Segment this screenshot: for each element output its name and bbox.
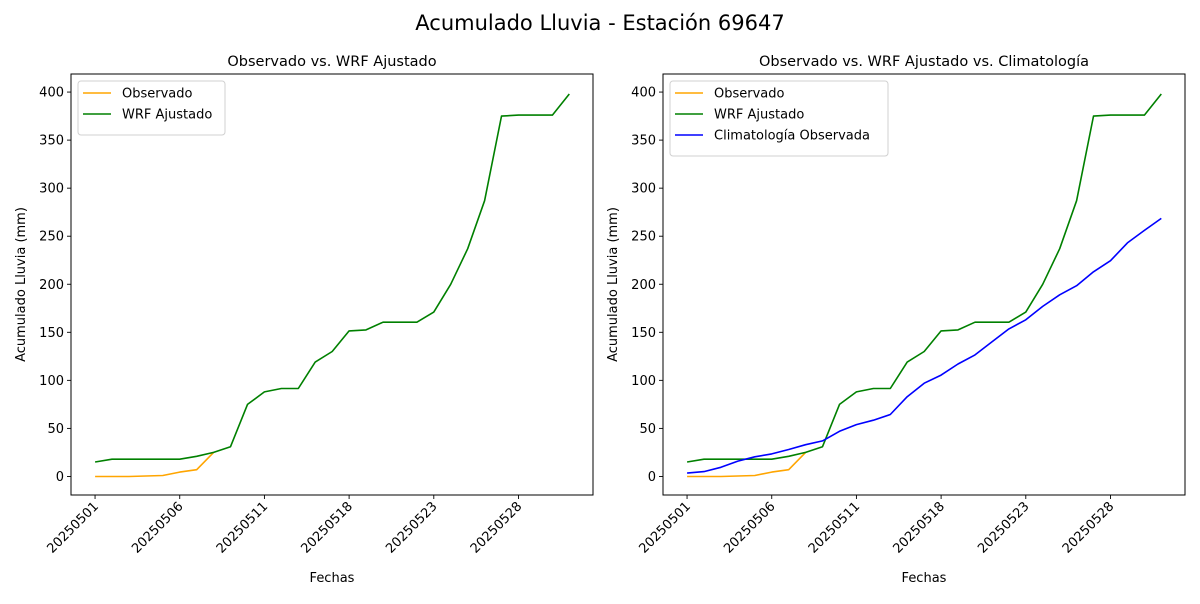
x-tick-label: 20250518: [299, 499, 356, 556]
y-tick-label: 150: [39, 326, 64, 341]
subplot-2: Observado vs. WRF Ajustado vs. Climatolo…: [606, 54, 1186, 586]
legend: Observado WRF Ajustado: [77, 80, 226, 136]
subplot-1: Observado vs. WRF Ajustado 0 50 100 150 200 25…: [14, 54, 594, 586]
series-line-wrf-ajustado: [686, 93, 1162, 463]
x-tick-label: 20250523: [975, 499, 1032, 556]
y-axis-label: Acumulado Lluvia (mm): [606, 207, 621, 362]
x-tick-label: 20250506: [129, 499, 186, 556]
subplot-title: Observado vs. WRF Ajustado vs. Climatolo…: [759, 54, 1089, 70]
y-tick-label: 200: [631, 278, 656, 293]
axes-frame: [70, 73, 594, 496]
series-line-wrf-ajustado: [94, 93, 570, 463]
series-line-observado: [95, 451, 215, 478]
y-tick-label: 250: [631, 230, 656, 245]
legend-label: Climatología Observada: [714, 129, 870, 144]
x-tick-label: 20250501: [636, 499, 693, 556]
y-tick-label: 100: [39, 374, 64, 389]
suptitle: Acumulado Lluvia - Estación 69647: [415, 11, 784, 35]
y-tick-label: 300: [631, 182, 656, 197]
x-tick-label: 20250528: [1060, 499, 1117, 556]
y-tick-label: 350: [39, 134, 64, 149]
legend-label: WRF Ajustado: [122, 108, 212, 123]
x-tick-label: 20250523: [383, 499, 440, 556]
legend-box: [669, 80, 889, 157]
legend-box: [77, 80, 226, 136]
x-tick-label: 20250511: [214, 499, 271, 556]
x-tick-label: 20250528: [468, 499, 525, 556]
legend: Observado WRF Ajustado Climatología Observ…: [669, 80, 889, 157]
y-tick-label: 150: [631, 326, 656, 341]
series-line-observado: [687, 451, 807, 478]
y-tick-label: 50: [47, 422, 64, 437]
y-tick-label: 250: [39, 230, 64, 245]
y-tick-label: 50: [639, 422, 656, 437]
series-line-climatolog-a-observada: [687, 217, 1162, 474]
legend-label: Observado: [714, 87, 785, 102]
y-tick-label: 0: [648, 470, 656, 485]
subplot-title: Observado vs. WRF Ajustado: [227, 54, 436, 70]
x-tick-label: 20250518: [891, 499, 948, 556]
y-tick-label: 0: [56, 470, 64, 485]
y-axis-label: Acumulado Lluvia (mm): [14, 207, 29, 362]
axes-frame: [662, 73, 1186, 496]
legend-label: Observado: [122, 87, 193, 102]
y-tick-label: 100: [631, 374, 656, 389]
y-tick-label: 200: [39, 278, 64, 293]
x-tick-label: 20250506: [721, 499, 778, 556]
x-axis-label: Fechas: [902, 571, 947, 586]
legend-label: WRF Ajustado: [714, 108, 804, 123]
x-axis-label: Fechas: [310, 571, 355, 586]
x-tick-label: 20250511: [806, 499, 863, 556]
y-tick-label: 400: [39, 86, 64, 101]
x-tick-label: 20250501: [44, 499, 101, 556]
y-tick-label: 350: [631, 134, 656, 149]
y-tick-label: 300: [39, 182, 64, 197]
y-tick-label: 400: [631, 86, 656, 101]
